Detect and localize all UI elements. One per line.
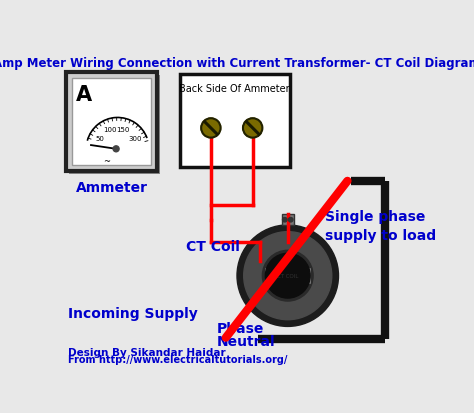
Text: Incoming Supply: Incoming Supply [68, 306, 197, 320]
Text: CT Coil: CT Coil [185, 239, 239, 253]
Text: 150: 150 [116, 126, 130, 132]
Bar [265, 268, 310, 283]
Bar [282, 215, 294, 225]
Text: Design By Sikandar Haidar: Design By Sikandar Haidar [68, 347, 225, 357]
Circle shape [201, 119, 220, 138]
Text: Neutral: Neutral [217, 335, 275, 349]
Bar [72, 79, 151, 166]
Bar [180, 75, 290, 168]
Text: Phase: Phase [217, 321, 264, 335]
Text: Ammeter: Ammeter [76, 181, 147, 195]
Text: 300: 300 [128, 135, 142, 141]
Circle shape [237, 225, 338, 327]
Circle shape [263, 251, 313, 301]
Circle shape [243, 119, 263, 138]
Circle shape [265, 254, 310, 298]
Circle shape [283, 218, 287, 223]
Text: From http://www.electricaltutorials.org/: From http://www.electricaltutorials.org/ [68, 354, 287, 364]
Bar [69, 76, 160, 175]
Text: Amp Meter Wiring Connection with Current Transformer- CT Coil Diagram: Amp Meter Wiring Connection with Current… [0, 57, 474, 69]
Text: 100: 100 [104, 127, 117, 133]
Circle shape [113, 147, 119, 152]
Text: CT COIL: CT COIL [277, 273, 299, 278]
Text: ~: ~ [103, 157, 110, 166]
Text: Back Side Of Ammeter: Back Side Of Ammeter [180, 83, 290, 93]
Circle shape [289, 218, 293, 223]
Text: Single phase
supply to load: Single phase supply to load [325, 209, 436, 242]
Text: 50: 50 [95, 136, 104, 142]
Bar [66, 73, 157, 172]
Circle shape [244, 232, 332, 320]
Text: A: A [76, 85, 92, 104]
